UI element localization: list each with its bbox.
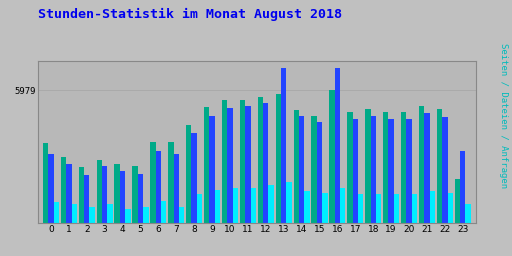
Text: Stunden-Statistik im Monat August 2018: Stunden-Statistik im Monat August 2018	[38, 8, 343, 21]
Bar	[125, 209, 131, 223]
Bar	[465, 204, 471, 223]
Bar	[389, 119, 394, 223]
Bar	[250, 188, 256, 223]
Bar	[133, 166, 138, 223]
Bar	[275, 94, 281, 223]
Bar	[424, 113, 430, 223]
Bar	[222, 100, 227, 223]
Bar	[43, 143, 48, 223]
Bar	[304, 191, 310, 223]
Bar	[143, 207, 148, 223]
Bar	[108, 204, 113, 223]
Bar	[186, 125, 191, 223]
Bar	[340, 188, 346, 223]
Bar	[365, 109, 371, 223]
Bar	[227, 108, 232, 223]
Bar	[72, 204, 77, 223]
Bar	[97, 160, 102, 223]
Bar	[329, 90, 335, 223]
Bar	[61, 157, 66, 223]
Bar	[286, 182, 292, 223]
Bar	[419, 106, 424, 223]
Bar	[311, 116, 317, 223]
Bar	[401, 112, 407, 223]
Bar	[460, 151, 465, 223]
Bar	[371, 116, 376, 223]
Bar	[151, 142, 156, 223]
Bar	[215, 190, 220, 223]
Bar	[102, 166, 108, 223]
Bar	[90, 207, 95, 223]
Bar	[161, 201, 166, 223]
Text: Seiten / Dateien / Anfragen: Seiten / Dateien / Anfragen	[499, 43, 508, 188]
Bar	[138, 174, 143, 223]
Bar	[442, 117, 447, 223]
Bar	[437, 109, 442, 223]
Bar	[293, 110, 299, 223]
Bar	[383, 112, 389, 223]
Bar	[245, 106, 250, 223]
Bar	[347, 112, 353, 223]
Bar	[447, 193, 453, 223]
Bar	[232, 188, 238, 223]
Bar	[204, 106, 209, 223]
Bar	[197, 194, 202, 223]
Bar	[48, 154, 54, 223]
Bar	[335, 68, 340, 223]
Bar	[353, 119, 358, 223]
Bar	[263, 103, 268, 223]
Bar	[54, 202, 59, 223]
Bar	[120, 171, 125, 223]
Bar	[358, 194, 364, 223]
Bar	[66, 164, 72, 223]
Bar	[79, 167, 84, 223]
Bar	[430, 191, 435, 223]
Bar	[455, 179, 460, 223]
Bar	[268, 185, 274, 223]
Bar	[191, 133, 197, 223]
Bar	[317, 122, 322, 223]
Bar	[84, 175, 90, 223]
Bar	[156, 151, 161, 223]
Bar	[299, 116, 304, 223]
Bar	[174, 154, 179, 223]
Bar	[412, 194, 417, 223]
Bar	[322, 193, 328, 223]
Bar	[407, 119, 412, 223]
Bar	[209, 116, 215, 223]
Bar	[179, 207, 184, 223]
Bar	[240, 100, 245, 223]
Bar	[168, 142, 174, 223]
Bar	[394, 194, 399, 223]
Bar	[281, 68, 286, 223]
Bar	[115, 164, 120, 223]
Bar	[258, 97, 263, 223]
Bar	[376, 194, 381, 223]
